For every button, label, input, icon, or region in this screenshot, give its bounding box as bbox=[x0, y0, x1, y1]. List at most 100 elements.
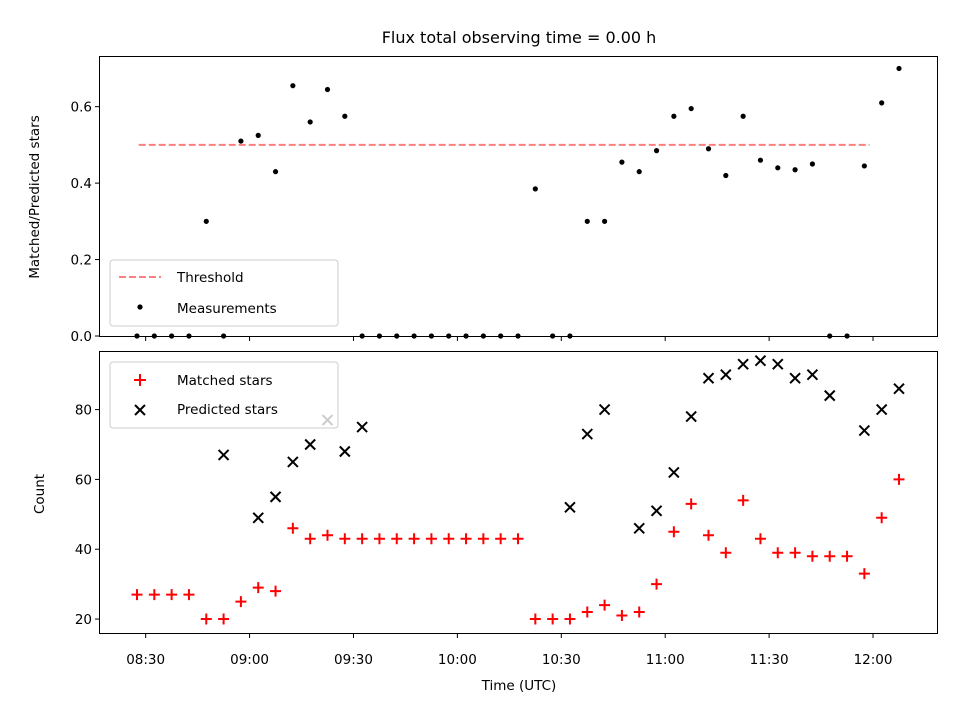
count-legend: Matched stars Predicted stars bbox=[109, 361, 339, 429]
threshold-legend-label: Threshold bbox=[176, 270, 244, 286]
predicted-star-point bbox=[824, 389, 836, 402]
x-tick-label: 11:00 bbox=[646, 652, 685, 668]
count-y-tick-label: 40 bbox=[75, 542, 92, 558]
predicted-star-point bbox=[269, 491, 282, 503]
measurement-point bbox=[203, 218, 209, 224]
matched-star-point bbox=[547, 613, 559, 625]
matched-star-point bbox=[512, 533, 524, 545]
matched-star-point bbox=[183, 589, 195, 601]
measurement-point bbox=[601, 218, 608, 224]
matched-star-point bbox=[841, 550, 853, 562]
matched-star-point bbox=[443, 533, 455, 545]
matched-star-point bbox=[391, 533, 403, 545]
ratio-y-tick-label: 0.0 bbox=[71, 329, 92, 345]
measurement-point bbox=[809, 161, 816, 167]
predicted-legend-label: Predicted stars bbox=[177, 402, 278, 418]
count-marks-layer bbox=[131, 355, 905, 625]
ratio-legend-box bbox=[109, 259, 339, 327]
matched-star-point bbox=[373, 533, 385, 545]
matched-star-point bbox=[304, 533, 316, 545]
measurement-point bbox=[792, 167, 798, 173]
matched-star-point bbox=[408, 533, 420, 545]
x-tick-label: 11:30 bbox=[750, 652, 789, 668]
matched-star-point bbox=[806, 550, 818, 562]
ratio-y-axis: 0.0 0.2 0.4 0.6 bbox=[71, 100, 100, 345]
matched-star-point bbox=[529, 613, 541, 625]
predicted-star-point bbox=[633, 522, 645, 534]
measurement-point bbox=[688, 105, 694, 112]
measurement-point bbox=[896, 65, 902, 72]
matched-legend-label: Matched stars bbox=[177, 373, 273, 389]
ratio-y-tick-label: 0.2 bbox=[71, 253, 92, 269]
matched-star-point bbox=[651, 578, 663, 590]
x-tick-label: 09:30 bbox=[334, 652, 373, 668]
predicted-star-point bbox=[287, 456, 299, 468]
matched-star-point bbox=[166, 589, 178, 601]
x-tick-label: 10:30 bbox=[542, 652, 581, 668]
matched-star-point bbox=[737, 494, 749, 506]
matched-star-point bbox=[131, 589, 143, 601]
x-tick-label: 09:00 bbox=[230, 652, 269, 668]
matched-star-point bbox=[477, 533, 489, 545]
predicted-star-point bbox=[650, 505, 663, 517]
predicted-star-point bbox=[720, 368, 732, 381]
matched-star-point bbox=[287, 522, 299, 534]
x-tick-label: 08:30 bbox=[126, 652, 165, 668]
ratio-y-tick-label: 0.6 bbox=[71, 100, 92, 116]
predicted-star-point bbox=[668, 466, 680, 479]
measurement-point bbox=[532, 186, 538, 192]
ratio-y-axis-label: Matched/Predicted stars bbox=[27, 115, 43, 278]
predicted-legend-marker bbox=[134, 404, 146, 416]
predicted-star-point bbox=[581, 428, 593, 440]
measurement-point bbox=[584, 218, 590, 224]
predicted-star-point bbox=[685, 410, 697, 423]
ratio-marks-layer bbox=[134, 65, 902, 339]
matched-star-point bbox=[599, 599, 611, 611]
matched-star-point bbox=[200, 613, 212, 625]
predicted-star-point bbox=[339, 445, 351, 458]
matched-star-point bbox=[668, 526, 680, 538]
matched-star-point bbox=[581, 606, 593, 618]
ratio-panel: 0.0 0.2 0.4 0.6 Matched/Predicted stars Thr… bbox=[27, 56, 938, 345]
predicted-star-point bbox=[564, 501, 576, 514]
predicted-star-point bbox=[806, 368, 819, 381]
measurement-point bbox=[879, 100, 885, 106]
measurements-legend-marker bbox=[137, 304, 143, 310]
matched-star-point bbox=[685, 498, 697, 510]
count-y-axis: 20 40 60 80 bbox=[75, 403, 100, 628]
matched-star-point bbox=[720, 547, 732, 559]
measurement-point bbox=[671, 113, 677, 119]
ratio-y-tick-label: 0.4 bbox=[71, 176, 92, 192]
matched-star-point bbox=[772, 547, 784, 559]
predicted-star-point bbox=[304, 438, 316, 451]
measurement-point bbox=[861, 163, 867, 169]
matched-star-point bbox=[633, 606, 645, 618]
matched-star-point bbox=[876, 512, 888, 524]
count-y-axis-label: Count bbox=[32, 474, 48, 514]
matched-star-point bbox=[858, 568, 870, 580]
measurement-point bbox=[740, 113, 746, 119]
matched-star-point bbox=[703, 529, 714, 541]
predicted-star-point bbox=[893, 382, 905, 395]
measurement-point bbox=[775, 165, 781, 171]
predicted-star-point bbox=[754, 355, 767, 367]
predicted-star-point bbox=[598, 403, 611, 416]
x-axis-label: Time (UTC) bbox=[481, 678, 557, 694]
measurements-legend-label: Measurements bbox=[177, 301, 277, 317]
matched-star-point bbox=[148, 589, 160, 601]
matched-legend-marker bbox=[134, 374, 146, 386]
ratio-panel-frame bbox=[99, 56, 938, 337]
matched-star-point bbox=[339, 533, 351, 545]
measurement-point bbox=[272, 169, 279, 175]
measurement-point bbox=[619, 159, 625, 165]
matched-star-point bbox=[495, 533, 507, 545]
measurement-point bbox=[307, 119, 313, 125]
predicted-star-point bbox=[789, 372, 801, 384]
predicted-star-point bbox=[875, 403, 888, 416]
measurement-point bbox=[255, 132, 261, 138]
ratio-x-ticks bbox=[145, 336, 874, 341]
count-y-tick-label: 80 bbox=[75, 403, 92, 419]
count-x-axis: 08:30 09:00 09:30 10:00 10:30 11:00 11:30 12:00 bbox=[126, 633, 892, 668]
measurement-point bbox=[290, 83, 296, 89]
